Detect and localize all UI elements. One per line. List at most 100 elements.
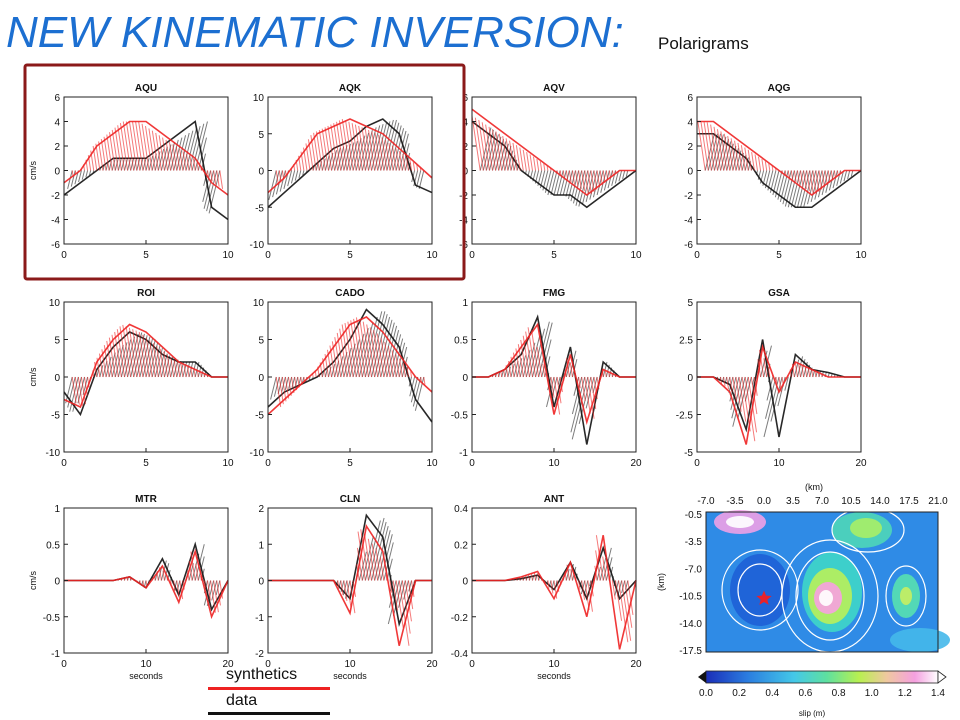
subplot-title: CLN [340, 494, 361, 505]
polarigram-stick [539, 161, 543, 171]
polarigram-stick [343, 580, 348, 601]
polarigram-stick [179, 580, 184, 600]
y-tick-label: 0 [462, 373, 468, 384]
legend-synthetics-line [208, 687, 330, 690]
polarigram-stick [599, 557, 607, 581]
polarigram-stick [362, 321, 373, 378]
y-tick-label: 2 [687, 142, 693, 153]
polarigram-stick [324, 127, 333, 171]
x-tick-label: 0 [61, 250, 67, 261]
x-tick-label: 5 [551, 250, 557, 261]
polarigram-stick [350, 320, 360, 378]
y-tick-label: -0.4 [451, 649, 469, 660]
polarigram-stick [550, 376, 555, 398]
polarigram-stick [167, 356, 174, 378]
polarigram-stick [416, 164, 419, 171]
slip-patch [900, 587, 912, 605]
polarigram-stick [784, 170, 787, 176]
polarigram-stick [485, 124, 493, 171]
y-axis-label: cm/s [28, 161, 38, 180]
polarigram-stick [596, 170, 604, 196]
series-line-data [267, 308, 433, 423]
polarigram-stick [703, 121, 712, 171]
polarigram-stick [114, 158, 119, 171]
polarigram-stick [346, 343, 356, 378]
polarigram-stick [95, 143, 101, 171]
polarigram-stick [216, 170, 220, 187]
polarigram-stick [80, 376, 86, 405]
polarigram-stick [142, 580, 145, 586]
polarigram-stick [713, 126, 722, 171]
polarigram-stick [710, 124, 718, 171]
polarigram-stick [144, 126, 153, 171]
polarigram-stick [117, 342, 128, 378]
polarigram-stick [587, 376, 595, 419]
polarigram-stick [398, 346, 408, 378]
polarigram-stick [562, 170, 565, 178]
polarigram-stick [744, 376, 756, 442]
polarigram-stick [734, 140, 740, 171]
polarigram-stick [330, 124, 339, 171]
series-line-synthetics [268, 524, 432, 646]
polarigram-stick [331, 150, 338, 171]
y-tick-label: 0 [462, 577, 468, 588]
series-line-synthetics [267, 118, 433, 194]
polarigram-stick [321, 158, 326, 171]
polarigram-stick [744, 376, 752, 402]
polarigram-stick [726, 376, 730, 390]
polarigram-stick [398, 151, 403, 171]
y-tick-label: 0 [54, 167, 60, 178]
polarigram-stick [478, 119, 487, 171]
series-line-data [63, 120, 229, 221]
x-tick-label: 0 [61, 659, 67, 670]
polarigram-stick [547, 580, 550, 589]
polarigram-stick [94, 361, 98, 378]
slip-contour [795, 551, 865, 641]
polarigram-stick [578, 376, 581, 389]
polarigram-stick [374, 526, 389, 581]
polarigram-stick [399, 358, 403, 378]
y-tick-label: 5 [258, 336, 264, 347]
map-x-tick-label: -3.5 [726, 496, 744, 507]
polarigram-stick [593, 376, 598, 400]
polarigram-stick [590, 376, 597, 409]
polarigram-stick [488, 126, 497, 171]
polarigram-stick [132, 329, 141, 378]
polarigram-stick [284, 376, 290, 399]
polarigram-stick [625, 170, 629, 177]
colorbar-tick-label: 1.2 [898, 688, 912, 699]
polarigram-stick [604, 370, 607, 378]
polarigram-stick [190, 551, 196, 581]
polarigram-stick [392, 580, 403, 616]
polarigram-stick [412, 376, 422, 407]
polarigram-stick [340, 145, 348, 171]
polarigram-stick [420, 376, 422, 382]
polarigram-stick [196, 162, 199, 171]
polarigram-stick [166, 354, 172, 378]
polarigram-stick [273, 376, 280, 397]
polarigram-stick [533, 572, 537, 581]
x-tick-label: 20 [855, 458, 867, 469]
polarigram-stick [78, 170, 82, 183]
polarigram-stick [747, 149, 752, 171]
polarigram-stick [584, 170, 589, 194]
polarigram-stick [99, 365, 104, 378]
polarigram-stick [377, 319, 393, 378]
polarigram-stick [565, 170, 573, 197]
x-tick-label: 0 [694, 458, 700, 469]
y-tick-label: 10 [49, 298, 61, 309]
series-line-data [64, 541, 229, 612]
map-y-tick-label: -17.5 [679, 646, 702, 657]
polarigram-stick [128, 327, 138, 378]
y-tick-label: -10 [46, 448, 61, 459]
polarigram-stick [720, 376, 723, 384]
hypocenter-star-icon [756, 590, 772, 605]
y-tick-label: -10 [250, 240, 265, 251]
polarigram-stick [172, 144, 178, 171]
polarigram-stick [388, 142, 394, 171]
polarigram-stick [354, 124, 363, 171]
polarigram-stick [380, 322, 395, 378]
subplot-title: FMG [543, 288, 565, 299]
polarigram-stick [109, 132, 116, 171]
y-tick-label: 2 [54, 142, 60, 153]
